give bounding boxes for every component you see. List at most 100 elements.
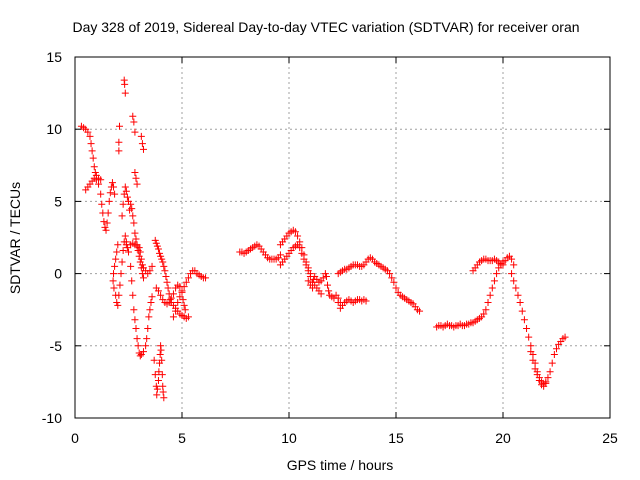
x-tick-label: 5 xyxy=(178,430,186,446)
data-point xyxy=(86,132,94,140)
data-point xyxy=(116,281,124,289)
data-point xyxy=(510,261,518,269)
chart-title: Day 328 of 2019, Sidereal Day-to-day VTE… xyxy=(72,19,579,35)
data-point xyxy=(520,316,528,324)
data-point xyxy=(202,274,210,282)
data-point xyxy=(544,374,552,382)
data-point xyxy=(184,313,192,321)
x-tick-label: 10 xyxy=(281,430,297,446)
data-point xyxy=(102,226,110,234)
data-point xyxy=(304,267,312,275)
data-point xyxy=(119,246,127,254)
data-point xyxy=(123,244,131,252)
data-point xyxy=(115,138,123,146)
data-point xyxy=(115,291,123,299)
data-point xyxy=(386,270,394,278)
data-point xyxy=(165,298,173,306)
x-tick-label: 15 xyxy=(388,430,404,446)
data-point xyxy=(132,174,140,182)
data-point xyxy=(160,394,168,402)
data-point xyxy=(111,262,119,270)
data-point xyxy=(89,154,97,162)
data-point xyxy=(162,272,170,280)
data-point xyxy=(296,244,304,252)
data-point xyxy=(150,356,158,364)
y-tick-label: -5 xyxy=(50,338,63,354)
data-point xyxy=(146,306,154,314)
data-point xyxy=(148,293,156,301)
data-point xyxy=(531,365,539,373)
y-tick-label: 10 xyxy=(46,121,62,137)
data-point xyxy=(176,293,184,301)
data-point xyxy=(117,270,125,278)
data-point xyxy=(158,356,166,364)
data-point xyxy=(153,391,161,399)
data-point xyxy=(388,274,396,282)
data-point xyxy=(160,262,168,270)
data-point xyxy=(309,284,317,292)
data-point xyxy=(110,270,118,278)
data-point xyxy=(535,376,543,384)
data-points xyxy=(77,76,569,402)
data-point xyxy=(169,313,177,321)
data-point xyxy=(133,335,141,343)
series-t19-upper xyxy=(469,252,518,275)
data-point xyxy=(166,296,174,304)
data-point xyxy=(118,212,126,220)
series-early-upper xyxy=(77,122,105,184)
data-point xyxy=(182,278,190,286)
data-point xyxy=(561,333,569,341)
series-t4-column xyxy=(150,342,168,402)
data-point xyxy=(98,200,106,208)
data-point xyxy=(153,385,161,393)
data-point xyxy=(129,212,137,220)
data-point xyxy=(133,180,141,188)
data-point xyxy=(84,128,92,136)
data-point xyxy=(135,244,143,252)
data-point xyxy=(105,197,113,205)
data-point xyxy=(138,261,146,269)
data-point xyxy=(90,163,98,171)
data-point xyxy=(294,232,302,240)
data-point xyxy=(180,283,188,291)
y-tick-label: 15 xyxy=(46,49,62,65)
data-point xyxy=(514,291,522,299)
x-tick-label: 20 xyxy=(495,430,511,446)
data-point xyxy=(156,350,164,358)
y-axis-label: SDTVAR / TECUs xyxy=(7,182,23,294)
series-t9-lower xyxy=(276,241,325,298)
y-tick-label: -10 xyxy=(42,410,62,426)
data-point xyxy=(158,371,166,379)
data-point xyxy=(121,89,129,97)
x-tick-label: 25 xyxy=(602,430,618,446)
data-point xyxy=(490,277,498,285)
data-point xyxy=(184,274,192,282)
data-point xyxy=(159,388,167,396)
data-point xyxy=(510,277,518,285)
data-point xyxy=(163,278,171,286)
data-point xyxy=(121,232,129,240)
data-point xyxy=(131,229,139,237)
data-point xyxy=(88,147,96,155)
series-spike-and-drop xyxy=(109,232,131,309)
data-point xyxy=(153,242,161,250)
data-point xyxy=(100,218,108,226)
data-point xyxy=(132,235,140,243)
data-point xyxy=(121,80,129,88)
data-point xyxy=(548,359,556,367)
series-t17-19 xyxy=(433,261,507,331)
data-point xyxy=(137,132,145,140)
data-point xyxy=(119,200,127,208)
data-point xyxy=(111,190,119,198)
data-point xyxy=(103,219,111,227)
grid-lines xyxy=(75,57,610,418)
data-point xyxy=(484,298,492,306)
data-point xyxy=(319,274,327,282)
data-point xyxy=(154,287,162,295)
data-point xyxy=(516,298,524,306)
data-point xyxy=(157,252,165,260)
y-tick-label: 0 xyxy=(54,266,62,282)
data-point xyxy=(480,310,488,318)
data-point xyxy=(508,255,516,263)
